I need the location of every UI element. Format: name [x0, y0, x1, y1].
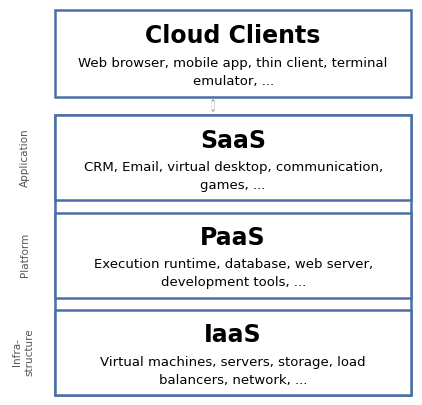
- Text: SaaS: SaaS: [200, 129, 266, 153]
- Bar: [55, 310, 411, 395]
- Text: Web browser, mobile app, thin client, terminal
emulator, ...: Web browser, mobile app, thin client, te…: [78, 58, 388, 88]
- Text: Application: Application: [20, 129, 30, 187]
- Text: IaaS: IaaS: [204, 323, 262, 347]
- Text: Platform: Platform: [20, 233, 30, 277]
- Bar: [55, 213, 411, 298]
- Bar: [55, 115, 411, 200]
- Text: Cloud Clients: Cloud Clients: [146, 24, 321, 48]
- Text: Infra-
structure: Infra- structure: [12, 328, 34, 376]
- Text: PaaS: PaaS: [200, 226, 266, 250]
- Bar: [55, 115, 411, 395]
- Text: Execution runtime, database, web server,
development tools, ...: Execution runtime, database, web server,…: [94, 258, 373, 289]
- Text: Virtual machines, servers, storage, load
balancers, network, ...: Virtual machines, servers, storage, load…: [100, 356, 366, 386]
- Text: CRM, Email, virtual desktop, communication,
games, ...: CRM, Email, virtual desktop, communicati…: [84, 161, 383, 192]
- Bar: [55, 10, 411, 97]
